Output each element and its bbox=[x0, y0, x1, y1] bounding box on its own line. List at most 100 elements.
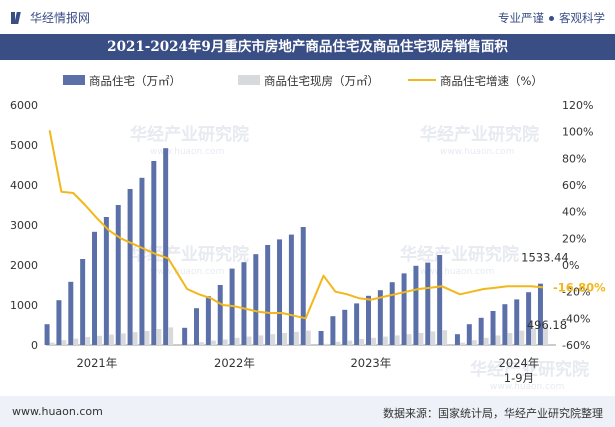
bar-existing-residential bbox=[531, 328, 537, 345]
brand-logo-icon bbox=[11, 11, 21, 24]
watermark-url-1: www.huaon.com bbox=[440, 147, 514, 157]
bar-residential bbox=[182, 327, 188, 345]
bar-residential bbox=[490, 311, 496, 345]
bar-residential bbox=[241, 262, 247, 345]
bar-residential bbox=[56, 300, 62, 345]
bar-existing-residential bbox=[293, 331, 299, 345]
y-right-tick-label: 20% bbox=[562, 232, 586, 245]
bar-existing-residential bbox=[359, 339, 365, 345]
watermark-url-3: www.huaon.com bbox=[420, 267, 494, 277]
watermark-url-2: www.huaon.com bbox=[150, 267, 224, 277]
bar-residential bbox=[277, 239, 283, 345]
brand-name: 华经情报网 bbox=[30, 11, 91, 25]
bar-existing-residential bbox=[335, 341, 341, 345]
bar-residential bbox=[265, 245, 271, 345]
bar2-last-label: 496.18 bbox=[527, 318, 567, 332]
legend-swatch-bar1 bbox=[63, 75, 85, 85]
bar-existing-residential bbox=[471, 340, 477, 345]
legend-swatch-bar2 bbox=[238, 75, 260, 85]
y-right-tick-label: 0% bbox=[562, 259, 579, 272]
bar-existing-residential bbox=[120, 333, 126, 345]
bar-existing-residential bbox=[382, 336, 388, 345]
bar-existing-residential bbox=[222, 339, 228, 345]
brand[interactable]: 华经情报网 bbox=[10, 9, 90, 26]
bar-residential bbox=[514, 299, 520, 345]
x-year-label: 2021年 bbox=[76, 356, 117, 370]
bar-residential bbox=[401, 273, 407, 345]
x-period-label: 1-9月 bbox=[504, 371, 534, 385]
bar-residential bbox=[103, 217, 109, 345]
bar-residential bbox=[454, 334, 460, 345]
bar-existing-residential bbox=[156, 329, 162, 345]
watermark-2: 华经产业研究院 bbox=[130, 244, 249, 265]
bar-existing-residential bbox=[187, 343, 193, 345]
y-left-tick-label: 3000 bbox=[10, 219, 38, 232]
x-year-label: 2023年 bbox=[350, 356, 391, 370]
bar-existing-residential bbox=[282, 333, 288, 345]
bar-residential bbox=[127, 189, 133, 345]
bar-residential bbox=[217, 285, 223, 345]
bar-existing-residential bbox=[542, 325, 548, 345]
slogan-right: 客观科学 bbox=[559, 11, 605, 25]
bar-residential bbox=[80, 259, 86, 345]
bar-existing-residential bbox=[85, 337, 91, 345]
bar-residential bbox=[115, 205, 121, 345]
bar-residential bbox=[253, 254, 259, 345]
bar-residential bbox=[194, 308, 199, 345]
bar-residential bbox=[139, 177, 145, 345]
bar-existing-residential bbox=[210, 340, 216, 345]
y-right-tick-label: -60% bbox=[562, 339, 590, 352]
bar-existing-residential bbox=[495, 335, 501, 345]
y-right-tick-label: -40% bbox=[562, 312, 590, 325]
bar-residential bbox=[478, 317, 484, 345]
y-left-tick-label: 1000 bbox=[10, 299, 38, 312]
bar-existing-residential bbox=[305, 330, 311, 345]
bar-existing-residential bbox=[168, 327, 174, 345]
top-bar: 华经情报网 专业严谨 客观科学 bbox=[0, 0, 615, 34]
footer-website[interactable]: www.huaon.com bbox=[12, 405, 103, 418]
legend-label-line: 商品住宅增速（%） bbox=[440, 74, 543, 88]
bar-existing-residential bbox=[270, 334, 276, 345]
bar-existing-residential bbox=[49, 342, 55, 345]
bar-existing-residential bbox=[406, 334, 412, 345]
bar-residential bbox=[413, 265, 419, 345]
y-left-tick-label: 0 bbox=[31, 339, 38, 352]
bar-residential bbox=[318, 331, 324, 345]
x-year-label: 2024年 bbox=[499, 356, 540, 370]
bar-existing-residential bbox=[258, 335, 264, 345]
bar-residential bbox=[300, 227, 306, 345]
bar-residential bbox=[389, 282, 395, 345]
bar-existing-residential bbox=[394, 335, 400, 345]
bar-residential bbox=[526, 292, 532, 345]
bar-existing-residential bbox=[246, 336, 252, 345]
bar-existing-residential bbox=[519, 330, 525, 345]
bar-residential bbox=[377, 290, 383, 345]
y-right-tick-label: 120% bbox=[562, 99, 593, 112]
bar-existing-residential bbox=[61, 340, 67, 345]
slogan-left: 专业严谨 bbox=[498, 11, 544, 25]
slogan: 专业严谨 客观科学 bbox=[498, 10, 605, 26]
y-left-tick-label: 4000 bbox=[10, 179, 38, 192]
y-left-tick-label: 5000 bbox=[10, 139, 38, 152]
y-left-tick-label: 6000 bbox=[10, 99, 38, 112]
bar-residential bbox=[44, 324, 50, 345]
bar-residential bbox=[425, 262, 431, 345]
bar-residential bbox=[354, 303, 360, 345]
footer-source: 数据来源：国家统计局，华经产业研究院整理 bbox=[383, 407, 603, 420]
bar-residential bbox=[365, 295, 371, 345]
bar-residential bbox=[205, 296, 211, 345]
legend-label-bar1: 商品住宅（万㎡） bbox=[89, 74, 181, 88]
x-year-label: 2022年 bbox=[214, 356, 255, 370]
bar-residential bbox=[288, 234, 294, 345]
footer: www.huaon.com 数据来源：国家统计局，华经产业研究院整理 bbox=[0, 396, 615, 427]
y-right-tick-label: 40% bbox=[562, 206, 586, 219]
bar-residential bbox=[537, 283, 543, 345]
bar-existing-residential bbox=[132, 332, 138, 345]
bar-existing-residential bbox=[234, 337, 240, 345]
bar-residential bbox=[92, 231, 97, 345]
bar-residential bbox=[466, 324, 472, 345]
bar-existing-residential bbox=[442, 330, 448, 345]
bar-existing-residential bbox=[483, 337, 489, 345]
bar-existing-residential bbox=[97, 335, 102, 345]
watermark-4: 华经产业研究院 bbox=[470, 359, 589, 380]
